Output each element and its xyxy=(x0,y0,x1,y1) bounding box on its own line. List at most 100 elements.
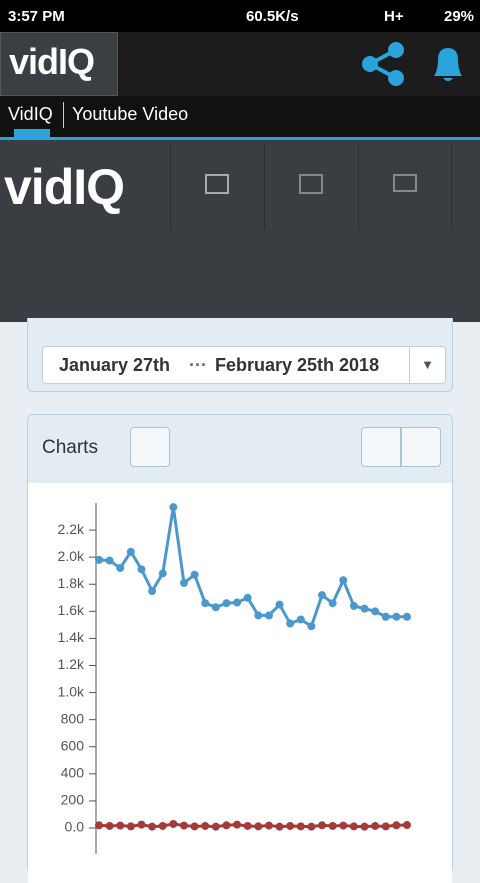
data-point xyxy=(328,599,337,608)
collapse-button[interactable] xyxy=(401,427,441,467)
chart-area xyxy=(28,483,452,883)
y-tick-label: 200 xyxy=(61,792,85,808)
data-point xyxy=(286,821,295,830)
header: vidIQ xyxy=(0,140,480,322)
data-point xyxy=(371,607,380,616)
list-icon xyxy=(393,174,417,192)
nav-item[interactable] xyxy=(358,144,452,230)
data-point xyxy=(233,820,242,829)
y-tick-label: 400 xyxy=(61,765,85,781)
date-start: January 27th xyxy=(59,355,171,375)
panel-title: Charts xyxy=(42,437,98,458)
data-point xyxy=(190,570,199,579)
y-tick-label: 1.8k xyxy=(58,575,85,591)
data-point xyxy=(233,598,242,607)
data-point xyxy=(339,576,348,585)
app-logo[interactable]: vidIQ xyxy=(0,32,118,96)
network: H+ xyxy=(384,8,404,25)
data-point xyxy=(105,821,114,830)
share-icon[interactable] xyxy=(362,42,406,86)
time: 3:57 PM xyxy=(8,8,65,25)
data-point xyxy=(349,601,358,610)
y-tick-label: 1.4k xyxy=(58,629,85,645)
data-point xyxy=(169,819,178,828)
data-point xyxy=(116,821,125,830)
data-point xyxy=(137,820,146,829)
data-point xyxy=(264,611,273,620)
nav-item[interactable] xyxy=(170,144,264,230)
date-panel: January 27th ··· February 25th 2018 ▼ xyxy=(27,318,453,392)
speed: 60.5K/s xyxy=(246,8,299,25)
data-point xyxy=(243,821,252,830)
data-point xyxy=(179,578,188,587)
data-point xyxy=(201,599,210,608)
battery: 29% xyxy=(444,8,475,25)
move-button[interactable] xyxy=(361,427,401,467)
data-point xyxy=(116,564,125,572)
chart: 0.0 200 400 600 800 1.0k 1.2k 1.4k 1.6k 1.8k 2.0k 2… xyxy=(58,503,411,854)
data-point xyxy=(190,822,199,831)
tab-divider xyxy=(63,102,64,128)
data-point xyxy=(211,603,220,612)
tab-bar: VidIQ Youtube Video xyxy=(0,96,480,140)
data-point xyxy=(360,604,369,613)
date-separator: ··· xyxy=(189,355,207,375)
y-tick-label: 2.0k xyxy=(58,548,85,564)
data-point xyxy=(254,822,263,831)
data-point xyxy=(254,611,263,620)
data-point xyxy=(105,556,114,565)
data-point xyxy=(126,822,135,831)
y-tick-label: 600 xyxy=(61,737,85,753)
status-bar: 3:57 PM 60.5K/s H+ 29% xyxy=(0,0,480,32)
data-point xyxy=(296,822,305,831)
data-point xyxy=(95,821,103,830)
date-end: February 25th 2018 xyxy=(215,355,380,375)
date-picker[interactable]: January 27th ··· February 25th 2018 ▼ xyxy=(42,346,446,384)
data-point xyxy=(137,565,146,574)
data-point xyxy=(222,599,231,608)
tab[interactable]: Youtube Video xyxy=(72,104,189,124)
data-point xyxy=(307,822,316,831)
tab-active[interactable]: VidIQ xyxy=(8,104,53,124)
dropdown[interactable]: ▼ xyxy=(409,347,445,383)
chart-icon xyxy=(205,174,229,194)
data-point xyxy=(392,821,401,830)
data-point xyxy=(339,821,348,830)
y-tick-label: 1.0k xyxy=(58,683,85,699)
data-point xyxy=(222,821,231,830)
data-point xyxy=(307,622,316,631)
logo-text: vidIQ xyxy=(9,41,95,82)
charts-panel: Charts xyxy=(27,414,453,883)
download-button[interactable] xyxy=(130,427,170,467)
y-tick-label: 0.0 xyxy=(65,819,85,835)
data-point xyxy=(275,600,284,609)
data-point xyxy=(403,612,411,621)
data-point xyxy=(392,612,401,621)
data-point xyxy=(371,821,380,830)
data-point xyxy=(158,569,167,578)
data-point xyxy=(296,615,305,624)
data-point xyxy=(148,822,157,831)
data-point xyxy=(158,821,167,830)
data-point xyxy=(243,593,252,602)
data-point xyxy=(275,822,284,831)
data-point xyxy=(328,821,337,830)
y-tick-label: 1.2k xyxy=(58,656,85,672)
data-point xyxy=(211,822,220,831)
data-point xyxy=(381,822,390,831)
y-tick-label: 1.6k xyxy=(58,602,85,618)
data-point xyxy=(381,612,390,621)
data-point xyxy=(318,591,327,600)
film-icon xyxy=(299,174,323,194)
data-point xyxy=(148,587,157,596)
y-tick-label: 2.2k xyxy=(58,521,85,537)
tab-indicator xyxy=(14,129,50,137)
data-point xyxy=(318,821,327,830)
data-point xyxy=(360,822,369,831)
y-tick-label: 800 xyxy=(61,710,85,726)
data-point xyxy=(349,822,358,831)
nav-item[interactable] xyxy=(264,144,358,230)
bell-icon[interactable] xyxy=(428,42,468,86)
data-point xyxy=(201,821,210,830)
